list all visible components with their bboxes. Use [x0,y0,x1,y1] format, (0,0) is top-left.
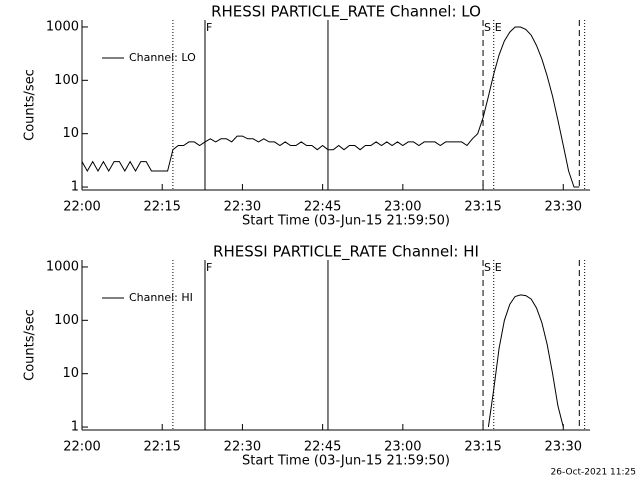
marker-label: S [484,21,491,34]
x-tick-label: 22:45 [304,200,341,215]
x-tick-label: 23:15 [464,440,501,455]
x-axis-label: Start Time (03-Jun-15 21:59:50) [242,454,450,469]
marker-label: S [484,261,491,274]
y-tick-label: 10 [62,366,79,381]
x-tick-label: 23:30 [545,440,582,455]
marker-label: F [206,21,212,34]
legend-label: Channel: LO [129,51,196,64]
x-tick-label: 22:00 [63,200,100,215]
x-tick-label: 23:00 [384,440,421,455]
legend-label: Channel: HI [129,291,193,304]
x-tick-label: 22:15 [143,200,180,215]
chart-title: RHESSI PARTICLE_RATE Channel: LO [211,3,481,22]
marker-label: E [495,21,502,34]
series-line [487,294,564,428]
y-tick-label: 10 [62,126,79,141]
y-tick-label: 1 [71,180,79,195]
x-tick-label: 22:15 [143,440,180,455]
x-tick-label: 23:00 [384,200,421,215]
y-axis-label: Counts/sec [23,69,38,141]
footer-date: 26-Oct-2021 11:25 [551,468,636,478]
y-tick-label: 1000 [46,259,79,274]
x-tick-label: 23:15 [464,200,501,215]
x-tick-label: 22:00 [63,440,100,455]
series-line [81,26,580,188]
x-tick-label: 22:45 [304,440,341,455]
y-tick-label: 1000 [46,19,79,34]
x-axis-label: Start Time (03-Jun-15 21:59:50) [242,214,450,229]
x-tick-label: 22:30 [224,440,261,455]
y-tick-label: 1 [71,420,79,435]
x-tick-label: 22:30 [224,200,261,215]
y-axis-label: Counts/sec [23,309,38,381]
marker-label: E [495,261,502,274]
chart-title: RHESSI PARTICLE_RATE Channel: HI [213,243,479,262]
y-tick-label: 100 [54,73,79,88]
y-tick-label: 100 [54,313,79,328]
x-tick-label: 23:30 [545,200,582,215]
marker-label: F [206,261,212,274]
